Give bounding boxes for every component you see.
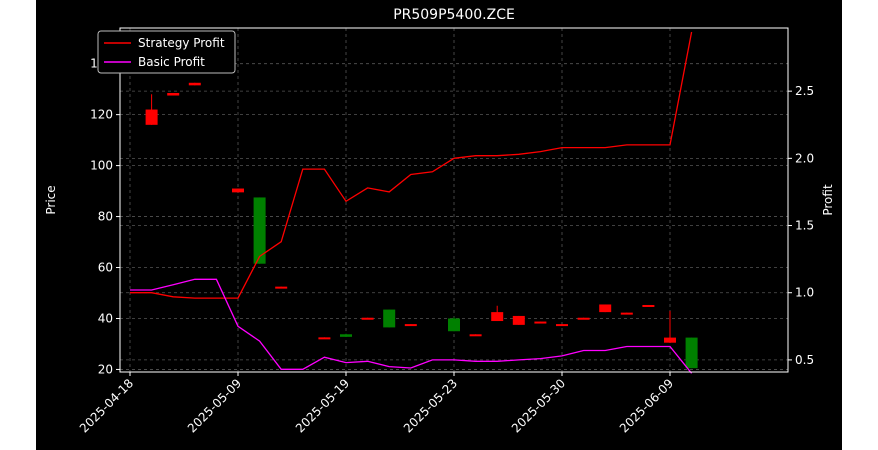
- candle: [361, 317, 374, 320]
- y-right-tick-label: 1.5: [795, 219, 814, 233]
- candle-body: [469, 334, 482, 337]
- candle: [685, 337, 698, 369]
- strategy-profit-line: [130, 31, 693, 299]
- candle-body: [556, 324, 568, 327]
- candle: [275, 286, 288, 289]
- candle: [167, 92, 180, 96]
- y-right-tick-label: 0.5: [795, 353, 814, 367]
- candle-body: [404, 324, 417, 327]
- legend-box: [97, 30, 236, 74]
- legend-label-strategy: Strategy Profit: [138, 36, 225, 50]
- y-axis-right: 0.5 1.0 1.5 2.0 2.5: [788, 84, 814, 367]
- candle: [383, 309, 396, 328]
- candle: [577, 317, 590, 320]
- candle-body: [642, 304, 655, 307]
- candle-body: [188, 82, 201, 86]
- candle: [404, 324, 417, 327]
- candle-body: [361, 317, 374, 320]
- candle: [491, 305, 504, 322]
- plot-area: [120, 28, 788, 372]
- candle-body: [232, 188, 244, 193]
- legend: Strategy Profit Basic Profit: [97, 30, 236, 74]
- y-left-tick-label: 20: [98, 362, 113, 376]
- candle: [145, 94, 158, 125]
- candle: [534, 321, 547, 324]
- y-axis-left-label: Price: [44, 185, 58, 214]
- candle: [512, 315, 525, 325]
- candle-body: [491, 312, 504, 322]
- legend-label-basic: Basic Profit: [138, 55, 205, 69]
- candle: [232, 188, 244, 193]
- candle-body: [620, 312, 633, 315]
- candle: [620, 312, 633, 315]
- candle: [664, 310, 676, 343]
- candle: [642, 304, 655, 307]
- candle: [556, 324, 568, 327]
- candle: [599, 304, 612, 313]
- y-left-tick-label: 40: [98, 311, 113, 325]
- candle-body: [145, 109, 158, 125]
- candles: [124, 30, 698, 369]
- y-left-tick-label: 100: [90, 159, 113, 173]
- candle-body: [318, 337, 331, 340]
- candle-body: [383, 309, 396, 328]
- y-right-tick-label: 2.0: [795, 151, 814, 165]
- candle: [318, 337, 331, 340]
- candle-body: [167, 92, 180, 96]
- candle-body: [664, 337, 676, 343]
- candle-body: [340, 334, 352, 337]
- y-axis-left: 20406080100120140: [90, 57, 120, 376]
- candle: [469, 334, 482, 337]
- candle: [340, 333, 352, 337]
- candle-body: [685, 337, 698, 369]
- candle-body: [512, 315, 525, 325]
- profit-lines: [130, 31, 693, 374]
- y-axis-right-label: Profit: [821, 184, 835, 216]
- y-right-tick-label: 1.0: [795, 286, 814, 300]
- y-left-tick-label: 80: [98, 210, 113, 224]
- candle-body: [253, 197, 266, 264]
- candle: [253, 197, 266, 264]
- candle: [188, 82, 201, 86]
- candle: [448, 317, 460, 332]
- candle-body: [599, 304, 612, 313]
- y-left-tick-label: 120: [90, 108, 113, 122]
- basic-profit-line: [130, 278, 693, 374]
- y-right-tick-label: 2.5: [795, 84, 814, 98]
- y-left-tick-label: 60: [98, 261, 113, 275]
- candle-body: [448, 318, 460, 332]
- candle-body: [534, 321, 547, 324]
- chart-title: PR509P5400.ZCE: [393, 7, 515, 23]
- candle-body: [275, 286, 288, 289]
- candle-body: [577, 317, 590, 320]
